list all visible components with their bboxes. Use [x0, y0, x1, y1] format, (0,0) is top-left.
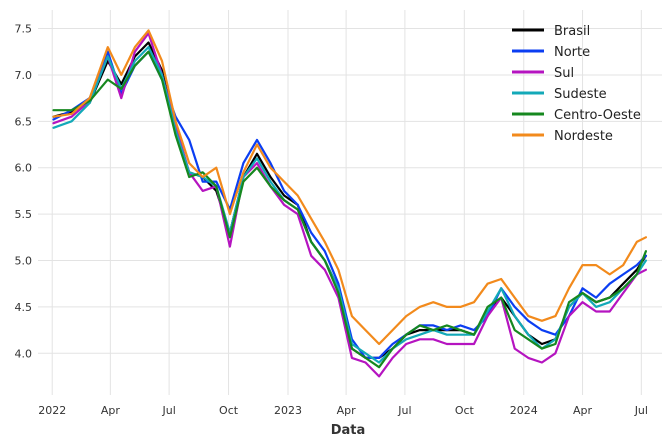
legend-label: Brasil — [554, 24, 590, 39]
x-tick-label: Apr — [337, 404, 357, 417]
y-tick-label: 5.0 — [15, 254, 33, 267]
series-line-sudeste — [52, 45, 648, 364]
x-tick-label: Jul — [397, 404, 411, 417]
y-tick-label: 6.5 — [15, 115, 33, 128]
legend-label: Centro-Oeste — [554, 108, 641, 123]
legend-item[interactable]: Nordeste — [512, 129, 613, 144]
y-tick-label: 4.0 — [15, 347, 33, 360]
x-tick-label: 2024 — [510, 404, 538, 417]
y-tick-label: 7.0 — [15, 69, 33, 82]
y-tick-label: 4.5 — [15, 301, 33, 314]
x-tick-label: Apr — [573, 404, 593, 417]
legend-item[interactable]: Norte — [512, 45, 590, 60]
legend-label: Sudeste — [554, 87, 607, 102]
x-tick-label: Oct — [455, 404, 475, 417]
y-tick-label: 5.5 — [15, 208, 33, 221]
x-axis-title: Data — [331, 423, 366, 438]
y-tick-label: 6.0 — [15, 162, 33, 175]
legend-label: Norte — [554, 45, 590, 60]
x-tick-label: 2022 — [38, 404, 66, 417]
x-tick-label: Jul — [161, 404, 175, 417]
legend-label: Nordeste — [554, 129, 613, 144]
x-tick-label: 2023 — [274, 404, 302, 417]
legend[interactable]: Brasil Norte Sul Sudeste Centro-Oeste Nordest… — [512, 24, 641, 144]
x-tick-label: Apr — [101, 404, 121, 417]
x-axis-ticks: 2022 Apr Jul Oct 2023 Apr Jul Oct 2024 Apr Jul — [38, 404, 648, 417]
x-tick-label: Oct — [219, 404, 239, 417]
y-axis-ticks: 4.0 4.5 5.0 5.5 6.0 6.5 7.0 7.5 — [15, 23, 33, 361]
legend-item[interactable]: Centro-Oeste — [512, 108, 641, 123]
series-lines — [52, 29, 648, 378]
x-tick-label: Jul — [634, 404, 648, 417]
y-tick-label: 7.5 — [15, 23, 33, 36]
legend-item[interactable]: Brasil — [512, 24, 590, 39]
legend-item[interactable]: Sul — [512, 66, 574, 81]
series-line-centro-oeste — [52, 50, 648, 369]
legend-item[interactable]: Sudeste — [512, 87, 607, 102]
legend-label: Sul — [554, 66, 574, 81]
series-line-nordeste — [52, 29, 648, 346]
series-line-sul — [52, 32, 648, 378]
